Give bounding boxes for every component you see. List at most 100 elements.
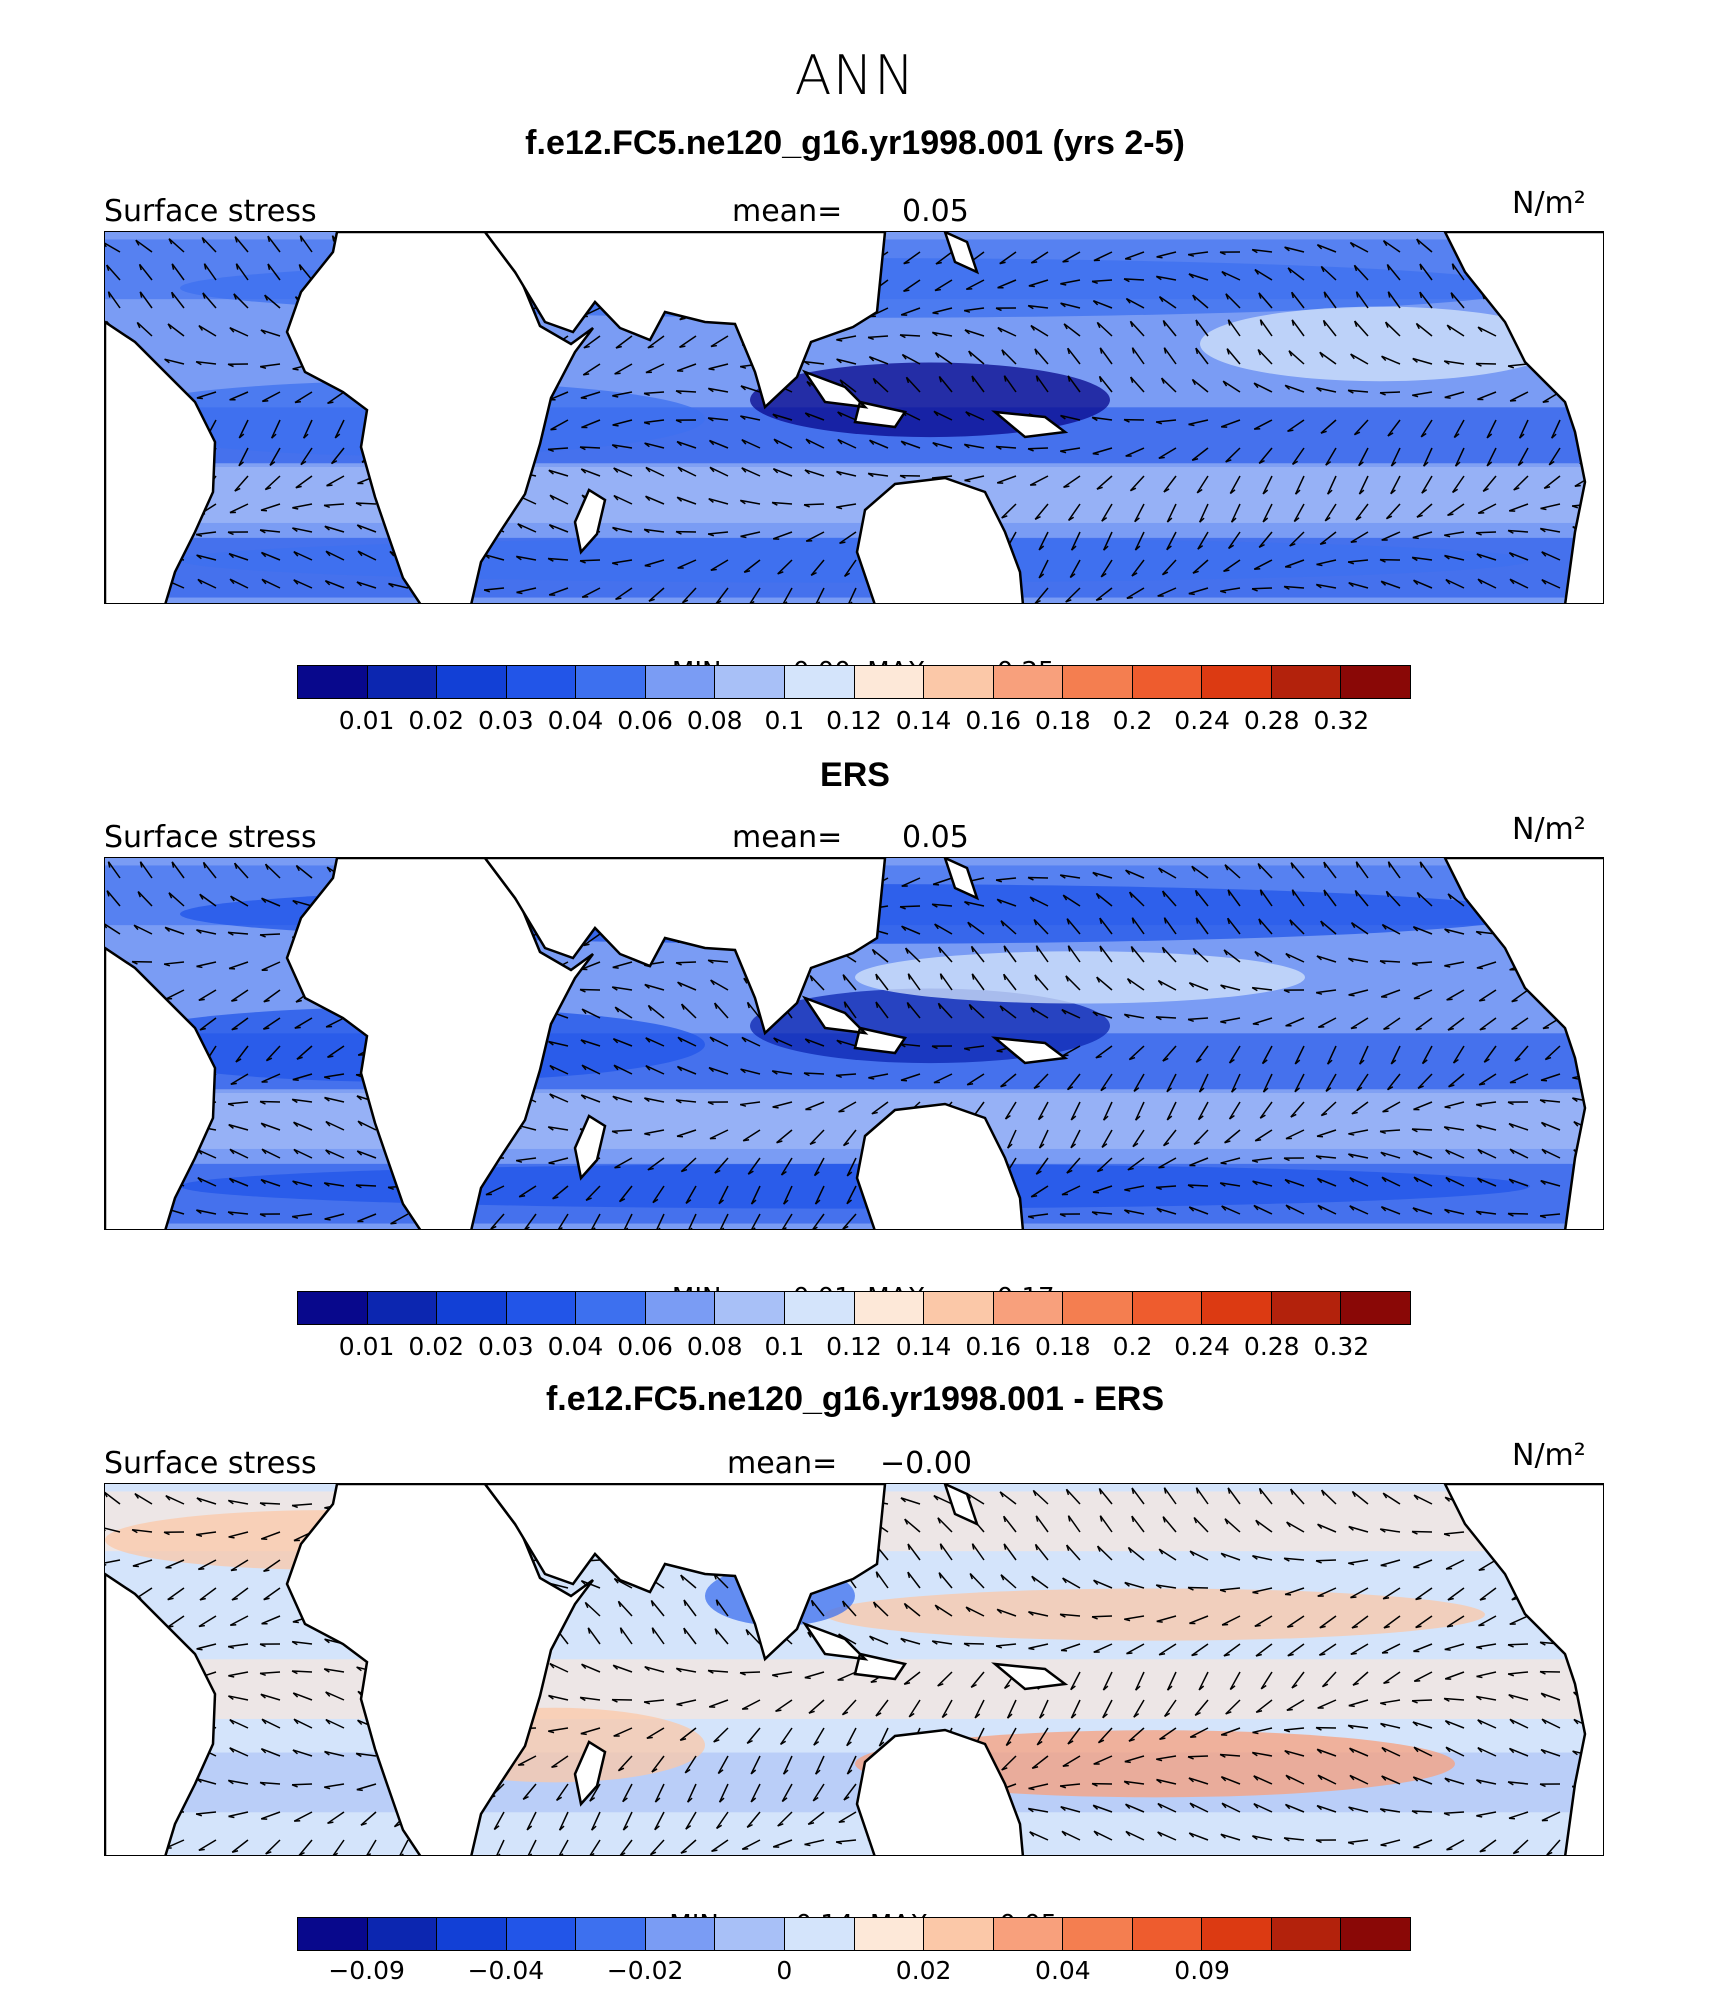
stress-vector <box>1351 1615 1369 1629</box>
stress-vector-head <box>583 373 590 376</box>
panel-2-colorbar-ticks: 0.01 0.02 0.03 0.04 0.06 0.08 0.1 0.12 0.14 0.16 0… <box>297 1332 1411 1362</box>
stress-vector-head <box>1315 1155 1322 1160</box>
stress-vector <box>1130 376 1145 393</box>
stress-vector-head <box>684 1768 691 1774</box>
stress-vector-head <box>1295 489 1301 495</box>
stress-vector-head <box>1155 275 1162 281</box>
stress-vector <box>842 974 857 991</box>
stress-vector <box>1286 1615 1305 1628</box>
stress-vector-head <box>295 999 302 1003</box>
stress-vector <box>1316 559 1337 566</box>
stress-vector-head <box>963 309 971 313</box>
stress-vector-head <box>744 570 751 573</box>
stress-vector <box>1479 1017 1497 1031</box>
stress-vector <box>390 1213 409 1225</box>
stress-vector-head <box>131 1529 138 1534</box>
stress-vector-head <box>611 1698 618 1703</box>
stress-vector-head <box>875 1571 879 1578</box>
stress-vector <box>198 1615 217 1628</box>
stress-vector <box>1358 447 1369 467</box>
stress-vector-head <box>1095 893 1100 900</box>
stress-vector-head <box>493 1825 500 1831</box>
stress-vector <box>1478 1615 1497 1627</box>
stress-vector <box>1093 1755 1113 1765</box>
stress-vector-head <box>1315 991 1323 995</box>
stress-vector-head <box>228 552 235 559</box>
stress-vector-head <box>644 564 651 568</box>
stress-vector <box>932 441 953 449</box>
stress-vector-head <box>1283 989 1290 994</box>
stress-vector <box>1258 1487 1273 1505</box>
stress-vector <box>168 238 185 253</box>
stress-vector <box>1227 319 1241 337</box>
stress-vector-head <box>590 1852 595 1855</box>
stress-vector <box>399 1839 409 1855</box>
stress-vector <box>1452 1045 1465 1064</box>
stress-vector <box>808 1699 825 1714</box>
stress-vector <box>1028 279 1049 287</box>
stress-vector-head <box>815 1769 821 1775</box>
stress-vector <box>196 961 217 968</box>
stress-vector <box>299 235 313 253</box>
stress-vector <box>1390 1045 1401 1065</box>
stress-vector <box>1220 419 1241 428</box>
stress-vector <box>1323 889 1337 907</box>
stress-vector-head <box>1071 545 1077 551</box>
stress-vector <box>1162 1045 1177 1062</box>
stress-vector-head <box>1253 382 1259 389</box>
stress-vector <box>1063 323 1081 337</box>
stress-vector-head <box>168 892 173 899</box>
stress-vector-head <box>645 1065 651 1071</box>
stress-vector-head <box>619 1198 626 1203</box>
stress-vector <box>1287 267 1305 281</box>
stress-vector-head <box>1188 982 1195 988</box>
stress-vector-head <box>229 578 235 585</box>
stress-vector <box>1191 1643 1209 1657</box>
stress-vector <box>1066 1073 1081 1091</box>
stress-vector <box>996 898 1017 907</box>
stress-vector-head <box>1383 1681 1390 1685</box>
stress-vector <box>906 1002 921 1019</box>
stress-vector <box>1509 1615 1529 1625</box>
stress-vector-head <box>685 1199 692 1204</box>
stress-vector <box>164 358 185 365</box>
stress-vector-head <box>1067 1515 1071 1522</box>
stress-vector-head <box>196 554 202 560</box>
stress-vector <box>1221 270 1241 281</box>
stress-vector <box>741 1036 761 1047</box>
stress-vector <box>1192 947 1209 963</box>
stress-vector-head <box>1125 869 1131 875</box>
stress-vector <box>1003 375 1017 393</box>
stress-vector-head <box>1545 1056 1552 1061</box>
stress-vector <box>1066 1544 1081 1561</box>
stress-vector-head <box>680 1850 687 1854</box>
stress-vector <box>293 550 313 561</box>
stress-vector <box>1385 890 1401 907</box>
stress-vector-head <box>388 582 394 588</box>
stress-vector-head <box>1322 320 1326 327</box>
stress-vector <box>1350 1017 1369 1030</box>
stress-vector-head <box>1157 980 1163 986</box>
stress-vector <box>740 385 761 393</box>
stress-vector <box>334 419 345 439</box>
stress-vector-head <box>750 1797 757 1803</box>
stress-vector <box>300 447 313 466</box>
stress-vector-head <box>298 1851 305 1855</box>
stress-vector <box>228 1499 249 1505</box>
stress-vector <box>1416 891 1433 907</box>
stress-vector <box>1350 1587 1369 1599</box>
stress-vector <box>1036 1727 1049 1746</box>
stress-vector-head <box>710 344 717 348</box>
stress-vector-head <box>937 1517 941 1524</box>
stress-vector <box>139 263 153 281</box>
stress-vector-head <box>613 494 619 501</box>
stress-vector-head <box>1221 271 1227 277</box>
stress-vector <box>1479 1587 1497 1601</box>
stress-vector <box>652 1185 665 1204</box>
stress-vector-head <box>806 381 812 387</box>
stress-vector <box>1101 1129 1113 1148</box>
stress-vector <box>708 387 729 393</box>
stress-vector-head <box>231 1027 238 1031</box>
stress-vector-head <box>529 1853 533 1855</box>
stress-vector <box>908 1699 921 1718</box>
